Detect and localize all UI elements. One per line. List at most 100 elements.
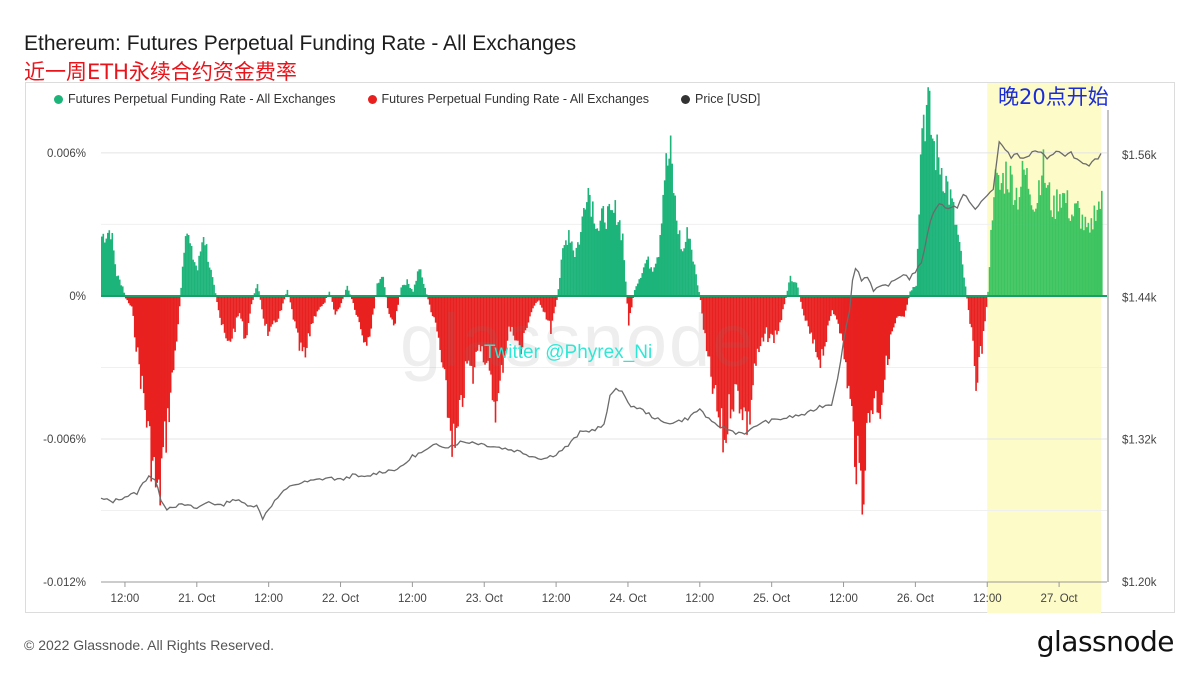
- funding-bar-negative: [321, 295, 323, 307]
- funding-bar-positive: [1096, 209, 1099, 296]
- funding-bar-positive: [660, 223, 663, 296]
- funding-bar-negative: [877, 295, 880, 413]
- funding-bar-negative: [232, 295, 235, 329]
- funding-bar-positive: [1075, 203, 1078, 296]
- funding-bar-negative: [370, 295, 373, 329]
- x-axis-tick-label: 12:00: [254, 593, 283, 605]
- funding-bar-negative: [154, 295, 157, 488]
- price-line: [100, 140, 1102, 522]
- funding-bar-negative: [746, 295, 748, 435]
- funding-bar-positive: [1095, 220, 1097, 296]
- funding-bar-negative: [840, 295, 843, 334]
- funding-bar-negative: [818, 295, 820, 360]
- funding-bar-positive: [789, 275, 792, 296]
- legend-item-positive-rate[interactable]: Futures Perpetual Funding Rate - All Exc…: [54, 92, 336, 106]
- funding-bar-negative: [879, 295, 882, 419]
- funding-bar-positive: [909, 291, 911, 296]
- funding-bar-positive: [948, 204, 950, 296]
- funding-bar-negative: [761, 295, 763, 338]
- funding-bar-negative: [428, 295, 431, 305]
- funding-bar-positive: [1015, 187, 1018, 296]
- funding-bar-positive: [990, 229, 992, 296]
- funding-bar-positive: [604, 222, 606, 296]
- funding-bar-positive: [118, 279, 121, 296]
- funding-bar-negative: [542, 295, 545, 312]
- funding-bar-positive: [1033, 211, 1036, 296]
- funding-bar-positive: [559, 277, 561, 296]
- funding-bar-positive: [1081, 214, 1084, 296]
- funding-bar-negative: [303, 295, 305, 348]
- funding-bar-positive: [204, 245, 206, 296]
- funding-bar-negative: [704, 295, 706, 334]
- funding-bar-negative: [276, 295, 278, 322]
- funding-bar-negative: [153, 295, 155, 457]
- legend-item-negative-rate[interactable]: Futures Perpetual Funding Rate - All Exc…: [367, 92, 649, 106]
- funding-bar-negative: [815, 295, 817, 353]
- funding-bar-negative: [437, 295, 440, 338]
- funding-bar-negative: [809, 295, 811, 334]
- funding-bar-negative: [548, 295, 551, 321]
- funding-bar-negative: [738, 295, 741, 414]
- funding-bar-negative: [315, 295, 317, 317]
- funding-bar-negative: [843, 295, 846, 360]
- legend-dot-icon: [367, 94, 377, 104]
- funding-bar-negative: [368, 295, 371, 337]
- funding-bar-negative: [726, 295, 729, 435]
- funding-bar-positive: [571, 241, 573, 296]
- funding-bar-negative: [449, 295, 452, 431]
- funding-bar-negative: [268, 295, 271, 332]
- glassnode-logo[interactable]: glassnode: [1036, 625, 1175, 658]
- funding-bar-positive: [424, 287, 426, 296]
- funding-bar-positive: [1039, 195, 1042, 296]
- funding-bar-positive: [574, 257, 576, 296]
- funding-bar-positive: [987, 291, 989, 296]
- funding-bar-negative: [484, 295, 486, 365]
- funding-bar-positive: [115, 276, 118, 296]
- funding-bar-positive: [656, 257, 658, 296]
- funding-bar-positive: [668, 158, 670, 296]
- funding-bar-positive: [684, 241, 687, 296]
- funding-bar-negative: [511, 295, 513, 327]
- funding-bar-positive: [1054, 218, 1057, 296]
- funding-bar-negative: [139, 295, 142, 389]
- funding-bar-negative: [364, 295, 367, 342]
- funding-bar-negative: [494, 295, 497, 423]
- x-axis-tick-label: 12:00: [829, 593, 858, 605]
- funding-bar-positive: [593, 223, 596, 296]
- funding-bar-positive: [404, 285, 407, 296]
- funding-bar-negative: [336, 295, 338, 312]
- funding-bar-positive: [1101, 190, 1103, 296]
- funding-bar-positive: [1002, 172, 1004, 296]
- funding-bar-negative: [141, 295, 144, 376]
- funding-bar-negative: [523, 295, 525, 334]
- funding-bar-negative: [553, 295, 555, 314]
- funding-bar-negative: [306, 295, 308, 348]
- legend-item-price[interactable]: Price [USD]: [681, 92, 760, 106]
- funding-bar-negative: [858, 295, 861, 463]
- funding-bar-positive: [925, 104, 928, 296]
- funding-bar-positive: [621, 233, 624, 296]
- funding-bar-negative: [247, 295, 250, 323]
- funding-bar-negative: [297, 295, 299, 333]
- funding-bar-negative: [460, 295, 462, 396]
- funding-bar-positive: [1032, 209, 1034, 296]
- funding-bar-positive: [957, 234, 959, 296]
- funding-bar-positive: [692, 261, 694, 296]
- funding-bar-negative: [237, 295, 239, 317]
- funding-bar-negative: [839, 295, 841, 334]
- funding-bar-positive: [1011, 174, 1013, 296]
- funding-bar-positive: [117, 275, 120, 296]
- funding-bar-negative: [488, 295, 491, 371]
- funding-bar-positive: [623, 260, 626, 296]
- funding-bar-positive: [1045, 187, 1048, 296]
- funding-bar-negative: [722, 295, 724, 453]
- funding-bar-positive: [383, 287, 386, 296]
- funding-bar-positive: [996, 172, 998, 296]
- funding-bar-negative: [310, 295, 313, 325]
- chart-panel: [25, 82, 1175, 613]
- funding-bar-positive: [638, 279, 641, 296]
- funding-bar-positive: [993, 197, 995, 296]
- funding-bar-negative: [291, 295, 293, 310]
- funding-bar-positive: [599, 220, 602, 296]
- funding-bar-positive: [669, 135, 672, 296]
